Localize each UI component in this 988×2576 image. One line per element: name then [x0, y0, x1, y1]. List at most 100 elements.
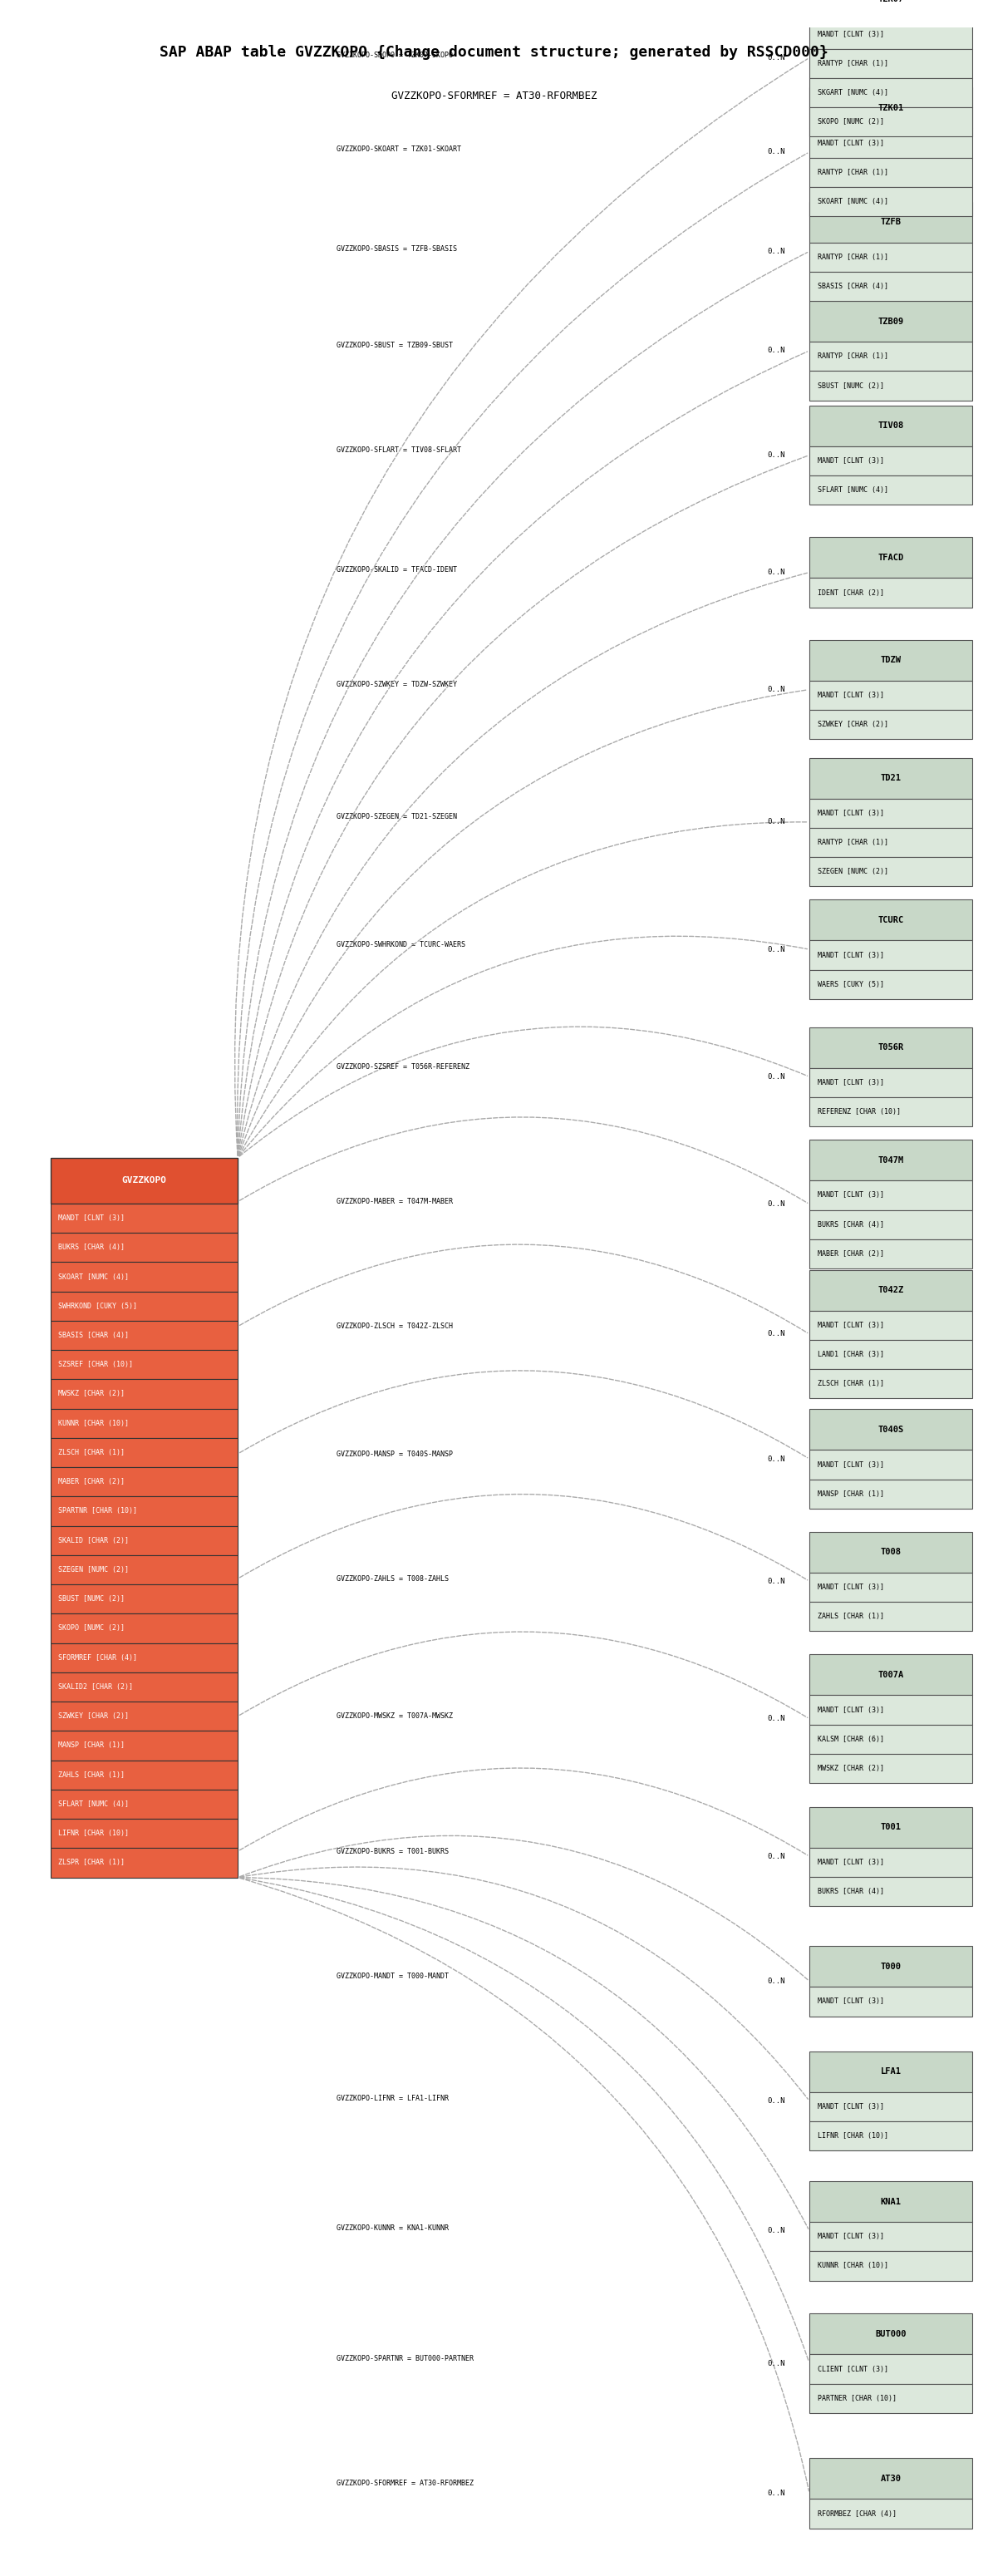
- Text: RANTYP [CHAR (1)]: RANTYP [CHAR (1)]: [817, 59, 888, 67]
- FancyBboxPatch shape: [809, 2354, 972, 2383]
- Text: MANDT [CLNT (3)]: MANDT [CLNT (3)]: [817, 690, 884, 698]
- Text: ZAHLS [CHAR (1)]: ZAHLS [CHAR (1)]: [817, 1613, 884, 1620]
- FancyBboxPatch shape: [809, 270, 972, 301]
- Text: 0..N: 0..N: [767, 569, 784, 577]
- Text: LIFNR [CHAR (10)]: LIFNR [CHAR (10)]: [58, 1829, 129, 1837]
- FancyBboxPatch shape: [809, 1097, 972, 1126]
- Text: TDZW: TDZW: [880, 657, 901, 665]
- Text: MANDT [CLNT (3)]: MANDT [CLNT (3)]: [58, 1213, 124, 1221]
- FancyBboxPatch shape: [809, 88, 972, 129]
- FancyBboxPatch shape: [809, 858, 972, 886]
- Text: GVZZKOPO-BUKRS = T001-BUKRS: GVZZKOPO-BUKRS = T001-BUKRS: [336, 1847, 449, 1855]
- FancyBboxPatch shape: [809, 1069, 972, 1097]
- FancyBboxPatch shape: [50, 1203, 238, 1234]
- Text: 0..N: 0..N: [767, 2097, 784, 2105]
- Text: GVZZKOPO-SFORMREF = AT30-RFORMBEZ: GVZZKOPO-SFORMREF = AT30-RFORMBEZ: [336, 2478, 473, 2486]
- FancyBboxPatch shape: [809, 2092, 972, 2123]
- Text: 0..N: 0..N: [767, 685, 784, 693]
- Text: MANSP [CHAR (1)]: MANSP [CHAR (1)]: [817, 1492, 884, 1497]
- Text: T001: T001: [880, 1824, 901, 1832]
- Text: TFACD: TFACD: [877, 554, 904, 562]
- Text: SKOART [NUMC (4)]: SKOART [NUMC (4)]: [817, 198, 888, 206]
- Text: GVZZKOPO-MANDT = T000-MANDT: GVZZKOPO-MANDT = T000-MANDT: [336, 1973, 449, 1981]
- Text: SBASIS [CHAR (4)]: SBASIS [CHAR (4)]: [58, 1332, 129, 1340]
- FancyBboxPatch shape: [50, 1613, 238, 1643]
- FancyBboxPatch shape: [809, 1139, 972, 1180]
- FancyBboxPatch shape: [809, 969, 972, 999]
- Text: 0..N: 0..N: [767, 1074, 784, 1079]
- Text: KNA1: KNA1: [880, 2197, 901, 2205]
- FancyBboxPatch shape: [809, 1270, 972, 1311]
- FancyBboxPatch shape: [809, 940, 972, 969]
- FancyBboxPatch shape: [809, 799, 972, 827]
- Text: BUT000: BUT000: [875, 2329, 906, 2339]
- Text: SKOPO [NUMC (2)]: SKOPO [NUMC (2)]: [58, 1625, 124, 1633]
- Text: 0..N: 0..N: [767, 2488, 784, 2496]
- Text: TZFB: TZFB: [880, 219, 901, 227]
- Text: ZLSCH [CHAR (1)]: ZLSCH [CHAR (1)]: [58, 1448, 124, 1455]
- FancyBboxPatch shape: [809, 343, 972, 371]
- Text: MANDT [CLNT (3)]: MANDT [CLNT (3)]: [817, 1321, 884, 1329]
- Text: GVZZKOPO-SPARTNR = BUT000-PARTNER: GVZZKOPO-SPARTNR = BUT000-PARTNER: [336, 2354, 473, 2362]
- Text: 0..N: 0..N: [767, 1978, 784, 1986]
- Text: T047M: T047M: [877, 1157, 904, 1164]
- FancyBboxPatch shape: [809, 201, 972, 242]
- FancyBboxPatch shape: [809, 1239, 972, 1267]
- Text: MWSKZ [CHAR (2)]: MWSKZ [CHAR (2)]: [817, 1765, 884, 1772]
- Text: IDENT [CHAR (2)]: IDENT [CHAR (2)]: [817, 590, 884, 598]
- Text: AT30: AT30: [880, 2476, 901, 2483]
- Text: REFERENZ [CHAR (10)]: REFERENZ [CHAR (10)]: [817, 1108, 900, 1115]
- Text: SFLART [NUMC (4)]: SFLART [NUMC (4)]: [58, 1801, 129, 1808]
- Text: 0..N: 0..N: [767, 1200, 784, 1208]
- Text: GVZZKOPO-KUNNR = KNA1-KUNNR: GVZZKOPO-KUNNR = KNA1-KUNNR: [336, 2226, 449, 2231]
- Text: 0..N: 0..N: [767, 2360, 784, 2367]
- Text: TIV08: TIV08: [877, 422, 904, 430]
- Text: GVZZKOPO-MWSKZ = T007A-MWSKZ: GVZZKOPO-MWSKZ = T007A-MWSKZ: [336, 1713, 453, 1721]
- FancyBboxPatch shape: [809, 827, 972, 858]
- Text: GVZZKOPO-SKOART = TZK01-SKOART: GVZZKOPO-SKOART = TZK01-SKOART: [336, 147, 461, 152]
- Text: T042Z: T042Z: [877, 1285, 904, 1293]
- Text: TCURC: TCURC: [877, 917, 904, 925]
- Text: 0..N: 0..N: [767, 54, 784, 62]
- Text: SWHRKOND [CUKY (5)]: SWHRKOND [CUKY (5)]: [58, 1303, 137, 1309]
- FancyBboxPatch shape: [809, 2182, 972, 2223]
- FancyBboxPatch shape: [809, 2251, 972, 2280]
- Text: GVZZKOPO-MANSP = T040S-MANSP: GVZZKOPO-MANSP = T040S-MANSP: [336, 1450, 453, 1458]
- FancyBboxPatch shape: [809, 1180, 972, 1211]
- Text: KUNNR [CHAR (10)]: KUNNR [CHAR (10)]: [58, 1419, 129, 1427]
- FancyBboxPatch shape: [50, 1437, 238, 1468]
- Text: TZK01: TZK01: [877, 103, 904, 113]
- Text: T056R: T056R: [877, 1043, 904, 1051]
- FancyBboxPatch shape: [809, 1311, 972, 1340]
- Text: MANDT [CLNT (3)]: MANDT [CLNT (3)]: [817, 1461, 884, 1468]
- Text: GVZZKOPO-SZEGEN = TD21-SZEGEN: GVZZKOPO-SZEGEN = TD21-SZEGEN: [336, 814, 456, 822]
- Text: 0..N: 0..N: [767, 451, 784, 459]
- Text: MANDT [CLNT (3)]: MANDT [CLNT (3)]: [817, 139, 884, 147]
- FancyBboxPatch shape: [809, 711, 972, 739]
- FancyBboxPatch shape: [809, 1368, 972, 1399]
- FancyBboxPatch shape: [809, 1878, 972, 1906]
- FancyBboxPatch shape: [809, 129, 972, 157]
- Text: SBASIS [CHAR (4)]: SBASIS [CHAR (4)]: [817, 283, 888, 291]
- Text: 0..N: 0..N: [767, 945, 784, 953]
- FancyBboxPatch shape: [809, 1847, 972, 1878]
- Text: MANDT [CLNT (3)]: MANDT [CLNT (3)]: [817, 951, 884, 958]
- Text: GVZZKOPO-MABER = T047M-MABER: GVZZKOPO-MABER = T047M-MABER: [336, 1198, 453, 1206]
- FancyBboxPatch shape: [809, 2223, 972, 2251]
- FancyBboxPatch shape: [809, 1654, 972, 1695]
- FancyBboxPatch shape: [809, 1211, 972, 1239]
- Text: KALSM [CHAR (6)]: KALSM [CHAR (6)]: [817, 1736, 884, 1744]
- FancyBboxPatch shape: [809, 188, 972, 216]
- Text: ZLSCH [CHAR (1)]: ZLSCH [CHAR (1)]: [817, 1381, 884, 1388]
- Text: RANTYP [CHAR (1)]: RANTYP [CHAR (1)]: [817, 353, 888, 361]
- FancyBboxPatch shape: [809, 538, 972, 577]
- FancyBboxPatch shape: [809, 21, 972, 49]
- Text: 0..N: 0..N: [767, 247, 784, 255]
- Text: SZEGEN [NUMC (2)]: SZEGEN [NUMC (2)]: [58, 1566, 129, 1574]
- FancyBboxPatch shape: [809, 899, 972, 940]
- FancyBboxPatch shape: [809, 1602, 972, 1631]
- Text: SKGART [NUMC (4)]: SKGART [NUMC (4)]: [817, 90, 888, 95]
- Text: SFORMREF [CHAR (4)]: SFORMREF [CHAR (4)]: [58, 1654, 137, 1662]
- Text: SFLART [NUMC (4)]: SFLART [NUMC (4)]: [817, 487, 888, 495]
- FancyBboxPatch shape: [809, 639, 972, 680]
